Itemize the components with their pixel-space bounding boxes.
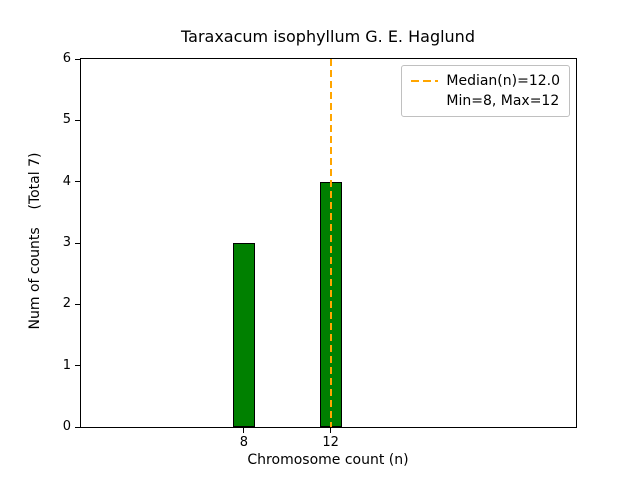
y-tick-label: 1 [62,357,71,373]
y-tick-label: 4 [62,173,71,189]
legend-entry: Median(n)=12.0 [411,71,560,91]
y-axis-label: Num of counts (Total 7) [27,152,43,330]
y-tick-mark [75,426,81,428]
y-tick-label: 5 [62,112,71,128]
y-tick-label: 6 [62,51,71,66]
legend-label: Min=8, Max=12 [446,93,560,109]
legend-label: Median(n)=12.0 [446,73,560,89]
y-tick-label: 0 [62,419,71,434]
x-tick-mark [330,427,332,433]
y-tick-mark [75,365,81,367]
x-tick-label: 8 [239,435,248,450]
median-line [329,59,332,427]
y-tick-mark [75,119,81,121]
chart-title: Taraxacum isophyllum G. E. Haglund [181,27,475,46]
y-tick-label: 3 [62,235,71,250]
legend: Median(n)=12.0 Min=8, Max=12 [401,65,570,117]
dashed-line-icon [411,80,439,82]
bar [232,243,255,427]
x-tick-mark [243,427,245,433]
plot-area: Median(n)=12.0 Min=8, Max=12 0 1 2 3 4 5 6 8 12 [63,51,577,450]
y-tick-mark [75,303,81,305]
x-tick-label: 12 [322,435,339,450]
x-axis-label: Chromosome count (n) [247,452,409,468]
y-tick-label: 2 [62,296,71,312]
y-tick-mark [75,181,81,183]
y-tick-mark [75,58,81,60]
legend-entry: Min=8, Max=12 [411,91,560,111]
legend-spacer [411,100,438,102]
y-tick-mark [75,242,81,244]
